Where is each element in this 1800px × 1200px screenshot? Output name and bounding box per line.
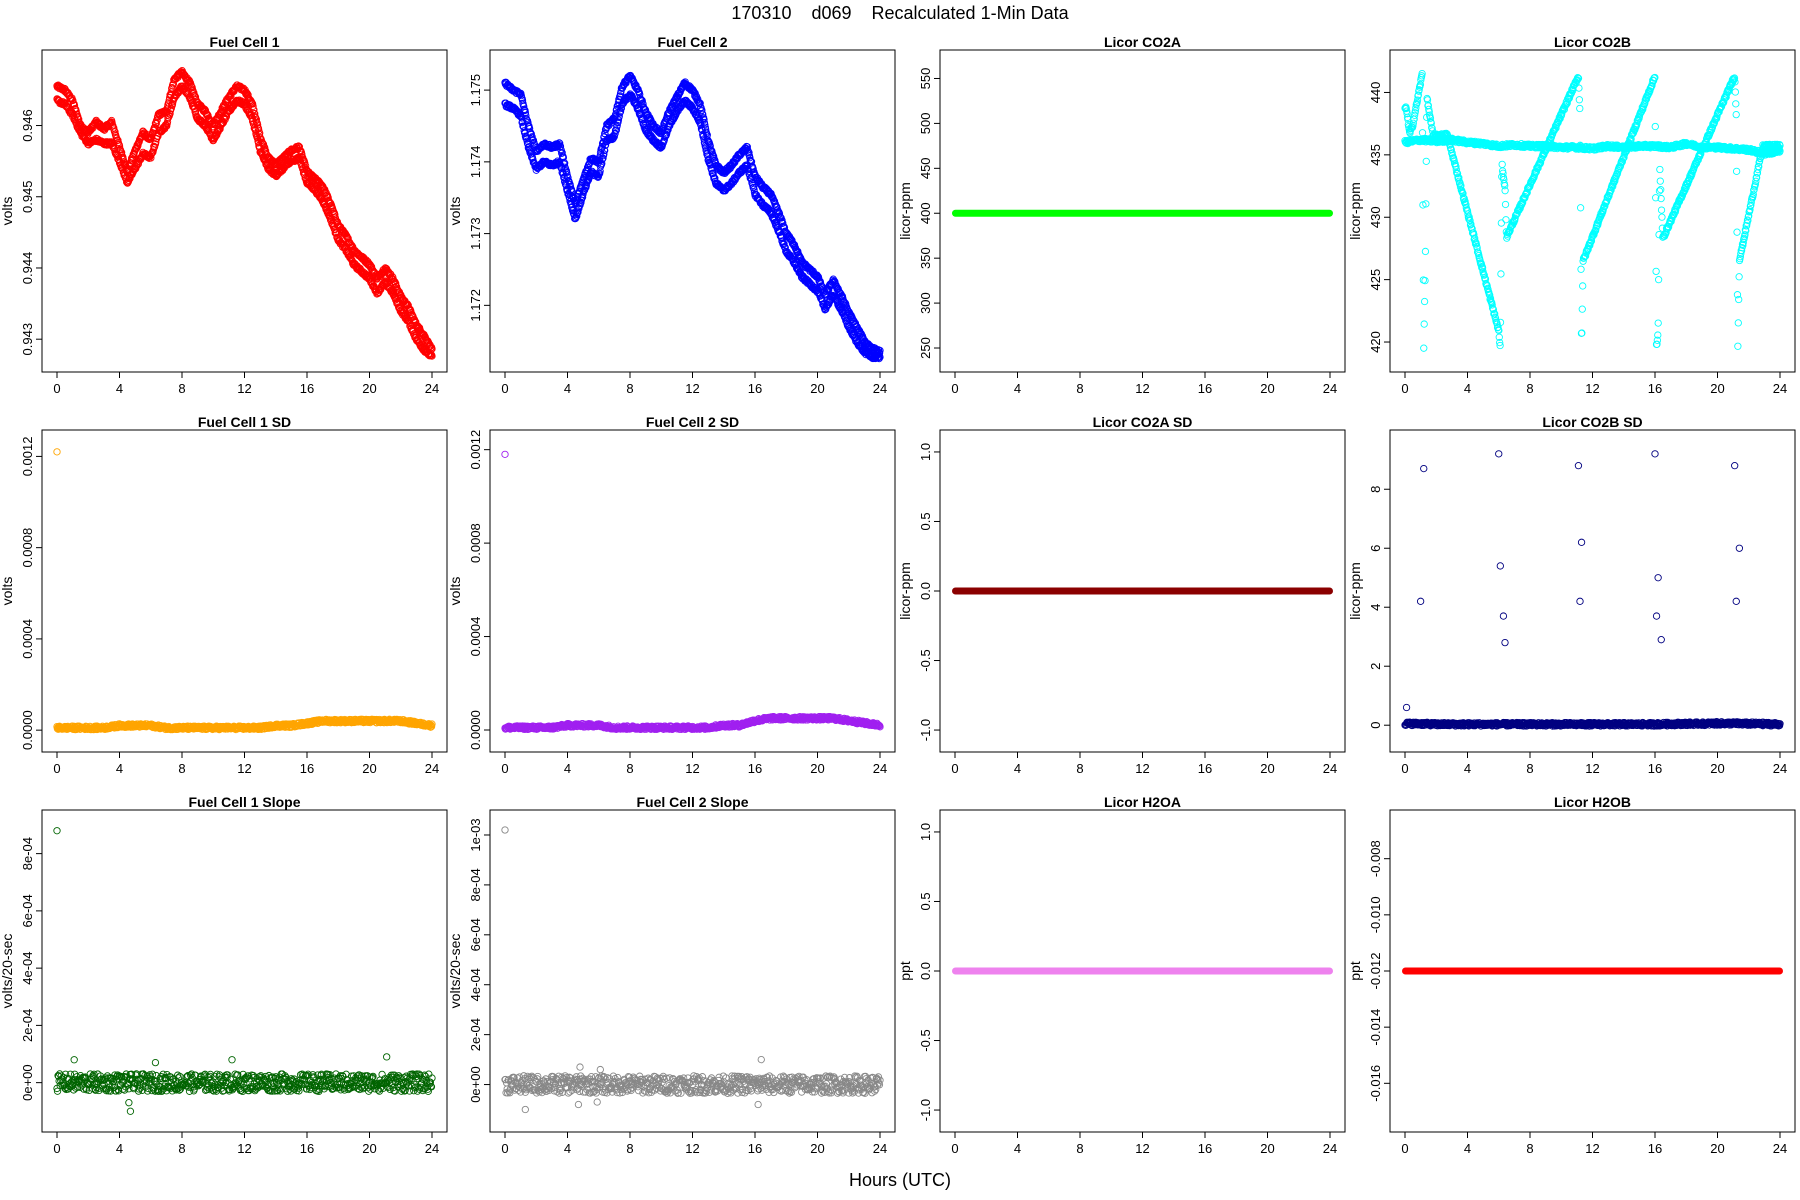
y-tick-label: 450 (918, 157, 933, 179)
data-point (1421, 345, 1427, 351)
x-tick-label: 8 (178, 381, 185, 396)
y-axis-label: licor-ppm (1347, 182, 1363, 240)
x-tick-label: 0 (951, 381, 958, 396)
y-tick-label: 250 (918, 337, 933, 359)
x-tick-label: 4 (1014, 381, 1021, 396)
y-tick-label: 550 (918, 68, 933, 90)
data-point (1499, 161, 1505, 167)
data-point (1502, 201, 1508, 207)
x-tick-label: 24 (1773, 381, 1787, 396)
data-point (1498, 220, 1504, 226)
x-tick-label: 16 (748, 381, 762, 396)
panel-title: Fuel Cell 1 (209, 34, 279, 50)
x-tick-label: 0 (1401, 381, 1408, 396)
x-tick-label: 8 (626, 381, 633, 396)
y-tick-label: 500 (918, 113, 933, 135)
y-tick-label: 350 (918, 247, 933, 269)
x-tick-label: 16 (300, 381, 314, 396)
x-tick-label: 4 (564, 381, 571, 396)
x-tick-label: 4 (116, 381, 123, 396)
y-tick-label: 0.944 (20, 252, 35, 285)
x-tick-label: 12 (685, 381, 699, 396)
x-tick-label: 0 (53, 381, 60, 396)
x-tick-label: 20 (810, 381, 824, 396)
y-axis-label: volts (447, 197, 463, 226)
panel-2: Licor CO2A licor-ppm 0 4 8 12 16 20 24 250 300 350 4… (897, 34, 1345, 396)
y-tick-label: 1.173 (468, 217, 483, 250)
y-tick-label: 420 (1368, 331, 1383, 353)
y-tick-label: 440 (1368, 82, 1383, 104)
y-axis-label: licor-ppm (897, 182, 913, 240)
data-point (1422, 248, 1428, 254)
plot-frame (1390, 50, 1795, 372)
data-point (1421, 321, 1427, 327)
x-tick-label: 24 (873, 381, 887, 396)
y-tick-label: 0.945 (20, 180, 35, 213)
x-tick-label: 4 (1464, 381, 1471, 396)
data-band (952, 210, 1333, 217)
x-tick-label: 12 (237, 381, 251, 396)
x-tick-label: 20 (1710, 381, 1724, 396)
data-point (1421, 298, 1427, 304)
x-tick-label: 24 (425, 381, 439, 396)
panel-1: Fuel Cell 2 volts 0 4 8 12 16 20 24 1.172 1.173 1.1… (447, 34, 895, 396)
y-tick-label: 430 (1368, 206, 1383, 228)
data-point (1423, 158, 1429, 164)
x-tick-label: 16 (1198, 381, 1212, 396)
y-tick-label: 1.175 (468, 74, 483, 107)
x-tick-label: 12 (1135, 381, 1149, 396)
data-point (1503, 217, 1509, 223)
y-tick-label: 1.174 (468, 146, 483, 179)
panel-0: Fuel Cell 1 volts 0 4 8 12 16 20 24 0.943 0.944 0.9… (0, 34, 447, 396)
panel-title: Fuel Cell 2 (657, 34, 727, 50)
y-tick-label: 300 (918, 292, 933, 314)
x-tick-label: 8 (1076, 381, 1083, 396)
y-tick-label: 0.946 (20, 109, 35, 142)
x-tick-label: 16 (1648, 381, 1662, 396)
y-tick-label: 1.172 (468, 289, 483, 322)
x-tick-label: 20 (362, 381, 376, 396)
data-point (1498, 271, 1504, 277)
x-tick-label: 24 (1323, 381, 1337, 396)
panel-3: Licor CO2B licor-ppm 0 4 8 12 16 20 24 420 425 430 4… (1347, 34, 1795, 396)
x-tick-label: 0 (501, 381, 508, 396)
panel-title: Licor CO2B (1554, 34, 1631, 50)
y-axis-label: volts (0, 197, 15, 226)
x-tick-label: 12 (1585, 381, 1599, 396)
data-point (1419, 130, 1425, 136)
y-tick-label: 425 (1368, 269, 1383, 291)
y-tick-label: 435 (1368, 144, 1383, 166)
x-tick-label: 20 (1260, 381, 1274, 396)
x-tick-label: 8 (1526, 381, 1533, 396)
panel-title: Licor CO2A (1104, 34, 1181, 50)
y-tick-label: 0.943 (20, 323, 35, 356)
y-tick-label: 400 (918, 202, 933, 224)
